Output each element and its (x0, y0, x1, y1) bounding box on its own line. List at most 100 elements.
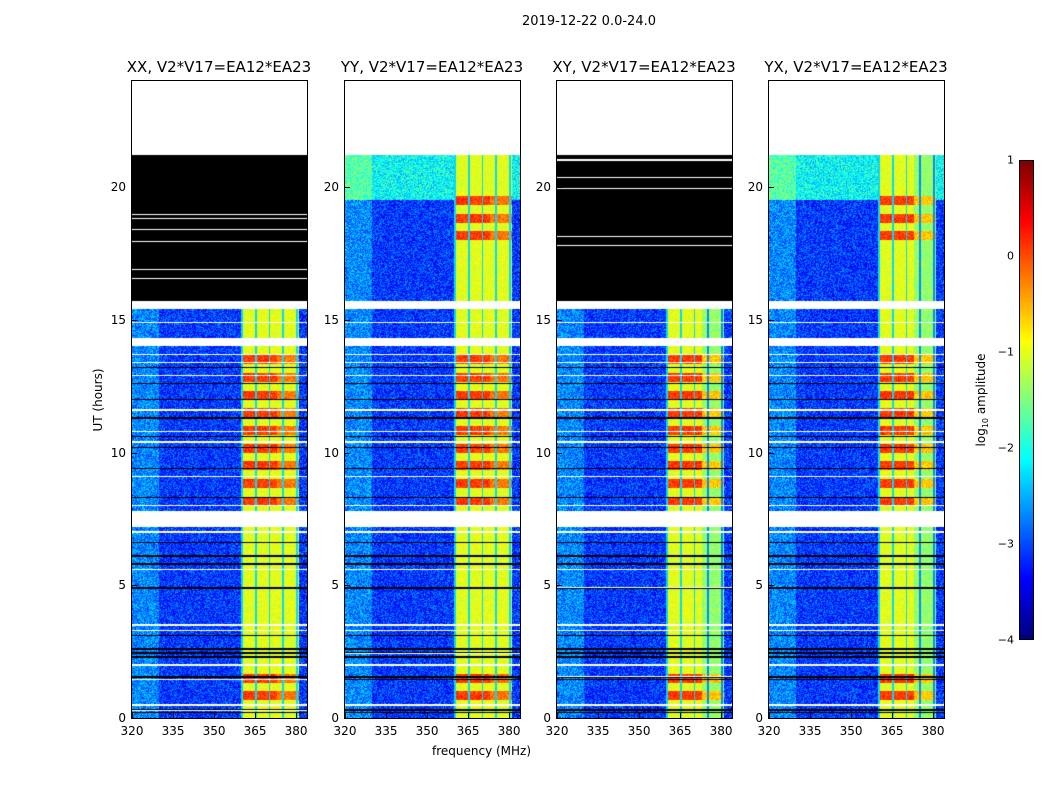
figure-title: 2019-12-22 0.0-24.0 (522, 14, 656, 29)
y-tick-label: 0 (543, 711, 551, 725)
x-tick-mark (427, 713, 429, 718)
x-tick-label: 350 (839, 724, 863, 738)
y-tick-mark (557, 187, 562, 189)
y-tick-mark (557, 718, 562, 719)
y-tick-mark (769, 187, 774, 189)
x-tick-label: 365 (668, 724, 692, 738)
x-tick-label: 350 (415, 724, 439, 738)
colorbar-tick-label: 0 (1007, 249, 1014, 263)
colorbar-tick-label: −3 (997, 537, 1014, 551)
x-tick-mark (810, 713, 812, 718)
x-tick-label: 350 (202, 724, 226, 738)
colorbar-tick-label: −1 (997, 345, 1014, 359)
colorbar-tick-label: 1 (1007, 153, 1014, 167)
y-tick-label: 15 (323, 312, 339, 327)
y-tick-mark (132, 718, 137, 719)
x-tick-label: 365 (456, 724, 480, 738)
y-axis-label: UT (hours) (91, 368, 105, 432)
x-tick-mark (598, 713, 600, 718)
x-tick-mark (386, 713, 388, 718)
y-tick-mark (769, 319, 774, 321)
y-tick-mark (557, 452, 562, 454)
x-tick-mark (468, 713, 470, 718)
y-tick-mark (345, 187, 350, 189)
x-tick-mark (173, 713, 175, 718)
y-tick-mark (345, 585, 350, 587)
waterfall-panel-4 (768, 80, 945, 719)
x-tick-label: 320 (545, 724, 569, 738)
waterfall-panel-3 (556, 80, 733, 719)
x-tick-label: 380 (284, 724, 308, 738)
x-tick-label: 380 (497, 724, 521, 738)
y-tick-mark (345, 319, 350, 321)
x-tick-label: 365 (880, 724, 904, 738)
y-tick-label: 15 (747, 312, 763, 327)
y-tick-mark (132, 187, 137, 189)
x-tick-label: 365 (243, 724, 267, 738)
x-tick-label: 335 (161, 724, 185, 738)
y-tick-mark (345, 452, 350, 454)
y-tick-label: 20 (323, 180, 339, 195)
x-tick-mark (851, 713, 853, 718)
x-tick-mark (296, 713, 298, 718)
y-tick-label: 0 (755, 711, 763, 725)
y-tick-label: 20 (535, 180, 551, 195)
x-tick-label: 380 (921, 724, 945, 738)
waterfall-panel-1 (131, 80, 308, 719)
x-tick-mark (255, 713, 257, 718)
y-tick-mark (132, 319, 137, 321)
colorbar-gradient (1020, 161, 1033, 639)
y-tick-mark (769, 718, 774, 719)
colorbar-label-log: log (973, 428, 988, 447)
x-tick-label: 320 (120, 724, 144, 738)
x-tick-label: 335 (374, 724, 398, 738)
y-tick-label: 5 (543, 578, 551, 593)
x-tick-mark (557, 713, 558, 718)
panel-title: XY, V2*V17=EA12*EA23 (552, 58, 736, 76)
y-tick-label: 10 (110, 445, 126, 460)
y-tick-label: 10 (323, 445, 339, 460)
y-tick-mark (557, 585, 562, 587)
x-tick-mark (892, 713, 894, 718)
colorbar-tick-label: −2 (997, 441, 1014, 455)
waterfall-panel-2 (344, 80, 521, 719)
y-tick-label: 15 (535, 312, 551, 327)
y-tick-label: 20 (747, 180, 763, 195)
waterfall-heatmap (769, 81, 944, 718)
x-tick-label: 335 (586, 724, 610, 738)
y-tick-mark (769, 452, 774, 454)
x-tick-label: 320 (757, 724, 781, 738)
y-tick-label: 10 (747, 445, 763, 460)
panel-title: YX, V2*V17=EA12*EA23 (764, 58, 948, 76)
x-tick-mark (721, 713, 723, 718)
x-tick-mark (639, 713, 641, 718)
y-tick-label: 20 (110, 180, 126, 195)
y-tick-mark (132, 585, 137, 587)
colorbar-label: log10 amplitude (974, 354, 990, 447)
x-tick-label: 350 (627, 724, 651, 738)
y-tick-label: 10 (535, 445, 551, 460)
x-tick-mark (680, 713, 682, 718)
y-tick-label: 0 (118, 711, 126, 725)
y-tick-label: 0 (331, 711, 339, 725)
x-tick-label: 320 (333, 724, 357, 738)
y-tick-mark (132, 452, 137, 454)
waterfall-heatmap (345, 81, 520, 718)
x-tick-label: 380 (709, 724, 733, 738)
x-tick-mark (769, 713, 770, 718)
waterfall-heatmap (557, 81, 732, 718)
colorbar-label-sub: 10 (981, 417, 991, 429)
colorbar (1019, 160, 1034, 640)
y-tick-label: 5 (118, 578, 126, 593)
colorbar-tick-label: −4 (997, 633, 1014, 647)
x-tick-mark (132, 713, 133, 718)
y-tick-label: 5 (331, 578, 339, 593)
panel-title: YY, V2*V17=EA12*EA23 (340, 58, 524, 76)
x-tick-label: 335 (798, 724, 822, 738)
y-tick-mark (769, 585, 774, 587)
panel-title: XX, V2*V17=EA12*EA23 (126, 58, 312, 76)
waterfall-heatmap (132, 81, 307, 718)
x-tick-mark (509, 713, 511, 718)
x-axis-label: frequency (MHz) (432, 744, 532, 758)
